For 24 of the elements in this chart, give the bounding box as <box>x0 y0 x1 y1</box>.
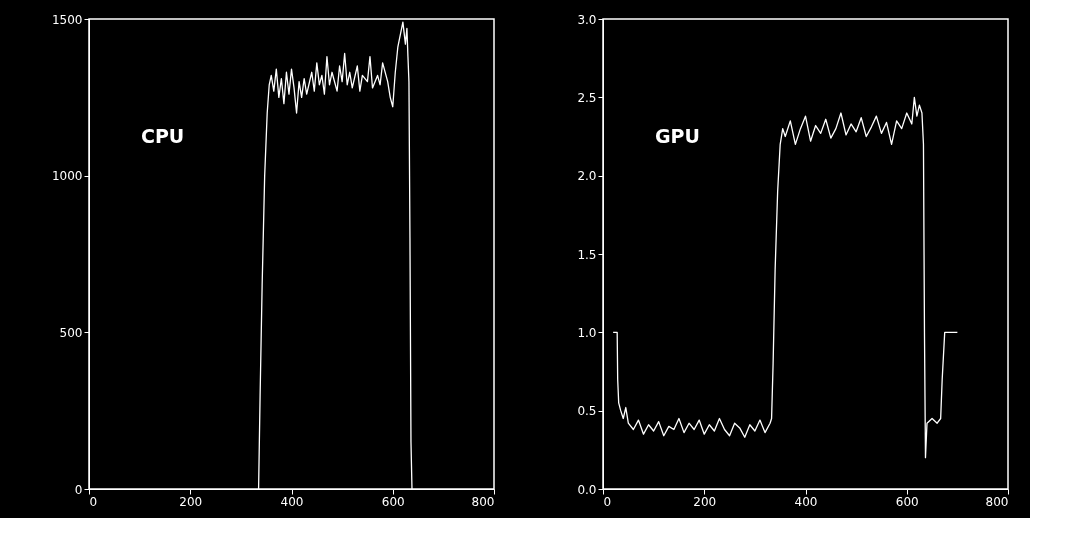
x-tick-label: 800 <box>985 494 1009 509</box>
y-tick-label: 1.0 <box>577 325 597 340</box>
y-tick-label: 3.0 <box>577 12 597 27</box>
annotation: CPU <box>141 125 185 147</box>
x-tick-label: 0 <box>603 494 612 509</box>
y-tick-label: 500 <box>59 325 83 340</box>
x-tick-label: 400 <box>794 494 818 509</box>
y-tick-label: 1.5 <box>577 247 597 262</box>
y-tick-label: 0 <box>74 482 83 497</box>
y-tick-label: 1000 <box>51 169 83 184</box>
x-tick-label: 0 <box>89 494 98 509</box>
annotation: GPU <box>655 125 700 147</box>
x-tick-label: 200 <box>179 494 203 509</box>
line-series <box>612 96 959 459</box>
y-tick-label: 0.0 <box>577 482 597 497</box>
y-tick-label: 2.0 <box>577 169 597 184</box>
y-tick-label: 1500 <box>51 12 83 27</box>
x-tick-label: 600 <box>381 494 405 509</box>
x-tick-label: 400 <box>280 494 304 509</box>
x-tick-label: 600 <box>895 494 919 509</box>
x-tick-label: 200 <box>693 494 717 509</box>
y-tick-label: 0.5 <box>577 404 597 419</box>
x-tick-label: 800 <box>471 494 495 509</box>
y-tick-label: 2.5 <box>577 90 597 105</box>
